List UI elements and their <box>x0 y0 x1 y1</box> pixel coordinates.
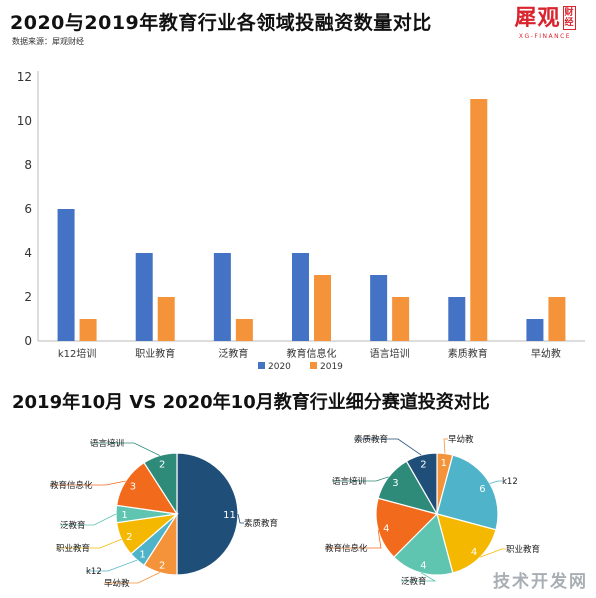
x-tick-label: k12培训 <box>58 347 97 360</box>
right-pie-value-label: 4 <box>420 561 426 572</box>
left-pie-category-label: k12 <box>86 567 102 577</box>
left-pie-category-label: 教育信息化 <box>50 480 93 491</box>
right-pie-slice-4 <box>375 497 439 558</box>
left-pie-slice-5 <box>115 461 179 515</box>
y-tick-label: 4 <box>24 246 32 260</box>
logo-subtitle: XG-FINANCE <box>518 33 572 40</box>
y-tick-label: 6 <box>24 202 32 216</box>
right-pie-value-label: 3 <box>392 478 398 489</box>
logo-wordmark: 犀观 <box>514 6 561 31</box>
section-title: 2019年10月 VS 2020年10月教育行业细分赛道投资对比 <box>12 392 490 413</box>
bar-2019-4 <box>392 297 410 341</box>
y-tick-label: 10 <box>17 114 32 128</box>
right-pie-slice-6 <box>405 452 438 517</box>
right-pie-category-label: k12 <box>502 477 518 487</box>
right-pie-leader-line <box>489 480 502 484</box>
x-tick-label: 素质教育 <box>448 347 488 360</box>
left-pie-leader-line <box>60 513 117 526</box>
right-pie-leader-line <box>401 572 437 582</box>
bar-2020-3 <box>292 253 309 341</box>
right-pie-category-label: 泛教育 <box>401 576 427 587</box>
left-pie-value-label: 1 <box>139 550 145 561</box>
left-pie-leader-line <box>50 480 126 486</box>
left-pie-category-label: 语言培训 <box>90 438 124 449</box>
left-pie-category-label: 素质教育 <box>244 518 278 529</box>
bar-2019-3 <box>314 275 331 341</box>
left-pie-value-label: 2 <box>126 532 132 543</box>
left-pie-leader-line <box>104 572 160 584</box>
bar-2019-6 <box>548 297 566 341</box>
legend-swatch-2020 <box>258 362 265 369</box>
right-pie-category-label: 职业教育 <box>506 544 540 555</box>
left-pie-value-label: 2 <box>159 460 165 471</box>
logo-seal: 财经 <box>562 6 576 30</box>
right-pie-leader-line <box>479 548 506 558</box>
left-pie-value-label: 11 <box>223 510 236 521</box>
right-pie-category-label: 早幼教 <box>448 434 474 445</box>
x-tick-label: 早幼教 <box>531 347 561 360</box>
x-tick-label: 语言培训 <box>370 347 410 360</box>
x-tick-label: 泛教育 <box>218 347 248 360</box>
right-pie-value-label: 1 <box>441 458 447 469</box>
bar-2020-2 <box>213 253 231 341</box>
bar-2020-0 <box>57 209 75 341</box>
bar-2020-6 <box>526 319 544 341</box>
left-pie-value-label: 2 <box>159 560 165 571</box>
brand-logo: 犀观 财经 XG-FINANCE <box>502 6 588 48</box>
chart-title: 2020与2019年教育行业各领域投融资数量对比 <box>10 12 432 34</box>
x-tick-label: 职业教育 <box>135 347 175 360</box>
y-tick-label: 12 <box>17 70 32 84</box>
x-tick-label: 教育信息化 <box>287 347 337 360</box>
y-tick-label: 8 <box>24 158 32 172</box>
bar-2020-4 <box>370 275 388 341</box>
left-pie-leader-line <box>237 513 244 524</box>
y-tick-label: 2 <box>24 290 32 304</box>
right-pie-category-label: 教育信息化 <box>325 543 368 554</box>
bar-2019-2 <box>235 319 253 341</box>
left-pie-leader-line <box>56 538 122 549</box>
right-pie-value-label: 6 <box>479 484 485 495</box>
legend-label: 2019 <box>320 362 343 372</box>
right-pie-category-label: 素质教育 <box>354 434 388 445</box>
left-pie-category-label: 泛教育 <box>60 520 86 531</box>
watermark: 技术开发网 <box>493 572 588 592</box>
legend-label: 2020 <box>268 362 291 372</box>
right-pie-slice-1 <box>436 454 499 531</box>
right-pie-category-label: 语言培训 <box>332 476 366 487</box>
right-pie-leader-line <box>354 438 422 456</box>
right-pie-leader-line <box>332 476 389 482</box>
bar-2019-1 <box>157 297 175 341</box>
left-pie-category-label: 职业教育 <box>56 543 90 554</box>
right-pie-leader-line <box>325 529 382 549</box>
bar-2019-0 <box>79 319 97 341</box>
left-pie-value-label: 3 <box>130 482 136 493</box>
left-pie-value-label: 1 <box>121 510 127 521</box>
bar-2020-5 <box>448 297 466 341</box>
bar-2020-1 <box>135 253 153 341</box>
left-pie-leader-line <box>90 442 160 456</box>
right-pie-leader-line <box>443 438 448 454</box>
right-pie-value-label: 4 <box>471 547 477 558</box>
data-source-note: 数据来源：犀观财经 <box>12 37 84 46</box>
y-tick-label: 0 <box>24 334 32 348</box>
right-pie-value-label: 4 <box>383 524 389 535</box>
bar-2019-5 <box>470 99 488 341</box>
right-pie-value-label: 2 <box>420 459 426 470</box>
left-pie-category-label: 早幼教 <box>104 578 130 589</box>
legend-swatch-2019 <box>310 362 317 369</box>
left-pie-leader-line <box>86 559 138 572</box>
